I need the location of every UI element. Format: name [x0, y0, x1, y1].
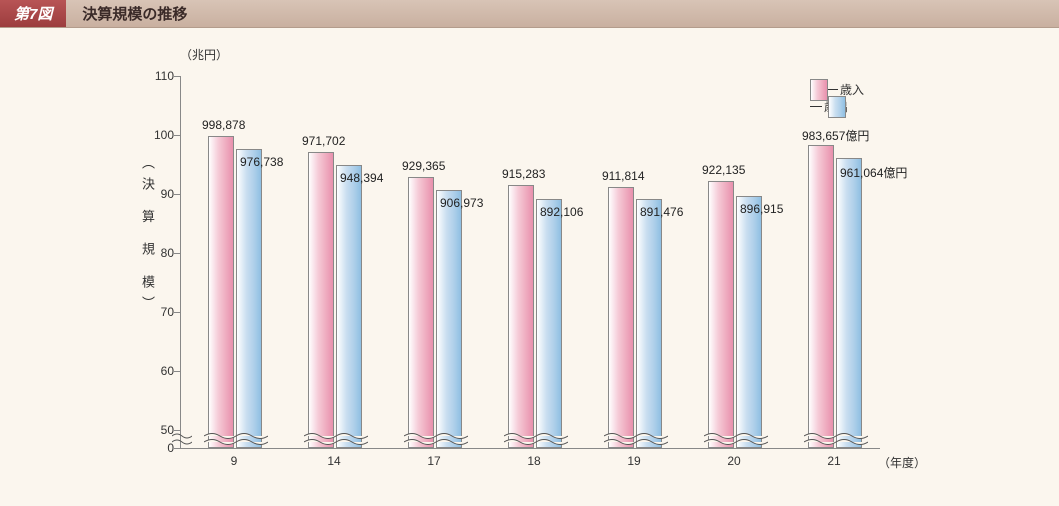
value-label-expenditure: 891,476 [640, 205, 683, 219]
y-tick-mark [174, 253, 180, 254]
bar-break-mark [204, 432, 264, 446]
bar-revenue [208, 136, 234, 448]
value-label-expenditure: 961,064億円 [840, 164, 907, 181]
y-tick-label: 100 [142, 128, 174, 142]
value-label-expenditure: 906,973 [440, 196, 483, 210]
value-label-revenue: 971,702 [302, 134, 345, 148]
bar-break-mark [704, 432, 764, 446]
figure-number-badge: 第7図 [0, 0, 66, 27]
x-tick-label: 14 [327, 454, 340, 468]
bar-break-mark [304, 432, 364, 446]
bar-revenue [608, 187, 634, 448]
x-tick-label: 20 [727, 454, 740, 468]
bar-expenditure [336, 165, 362, 448]
y-tick-label: 0 [142, 441, 174, 455]
bar-revenue [708, 181, 734, 448]
bar-revenue [508, 185, 534, 448]
bar-break-mark [504, 432, 564, 446]
value-label-revenue: 915,283 [502, 167, 545, 181]
y-tick-mark [174, 135, 180, 136]
x-tick-label: 18 [527, 454, 540, 468]
bar-revenue [308, 152, 334, 448]
y-tick-mark [174, 448, 180, 449]
y-tick-label: 60 [142, 364, 174, 378]
y-tick-mark [174, 430, 180, 431]
x-tick-label: 17 [427, 454, 440, 468]
y-tick-mark [174, 194, 180, 195]
bar-break-mark [804, 432, 864, 446]
x-tick-label: 21 [827, 454, 840, 468]
bar-expenditure [436, 190, 462, 448]
y-axis-unit: （兆円） [180, 46, 228, 63]
bar-revenue [408, 177, 434, 448]
bar-expenditure [236, 149, 262, 448]
figure-header: 第7図 決算規模の推移 [0, 0, 1059, 28]
bar-expenditure [636, 199, 662, 448]
bar-break-mark [604, 432, 664, 446]
y-axis-label: （決 算 規 模） [138, 156, 157, 317]
bar-expenditure [836, 158, 862, 448]
value-label-revenue: 911,814 [602, 169, 645, 183]
bar-break-mark [404, 432, 464, 446]
y-tick-label: 50 [142, 423, 174, 437]
value-label-expenditure: 948,394 [340, 171, 383, 185]
y-tick-label: 80 [142, 246, 174, 260]
y-tick-label: 70 [142, 305, 174, 319]
y-tick-mark [174, 312, 180, 313]
y-axis [180, 76, 181, 448]
y-tick-label: 110 [142, 69, 174, 83]
y-tick-mark [174, 76, 180, 77]
x-axis-unit: （年度） [878, 454, 926, 471]
x-axis [180, 448, 880, 449]
plot-area: 05060708090100110998,878976,7389971,7029… [180, 68, 980, 448]
x-tick-label: 9 [231, 454, 238, 468]
y-tick-label: 90 [142, 187, 174, 201]
value-label-revenue: 922,135 [702, 163, 745, 177]
value-label-expenditure: 896,915 [740, 202, 783, 216]
figure-title: 決算規模の推移 [66, 0, 203, 27]
y-tick-mark [174, 371, 180, 372]
bar-expenditure [536, 199, 562, 448]
chart-container: （兆円） （決 算 規 模） 歳入 歳出 0506070809010011099… [30, 46, 1029, 486]
value-label-revenue: 929,365 [402, 159, 445, 173]
bar-expenditure [736, 196, 762, 448]
value-label-expenditure: 976,738 [240, 155, 283, 169]
bar-revenue [808, 145, 834, 448]
value-label-revenue: 998,878 [202, 118, 245, 132]
value-label-expenditure: 892,106 [540, 205, 583, 219]
x-tick-label: 19 [627, 454, 640, 468]
value-label-revenue: 983,657億円 [802, 127, 869, 144]
